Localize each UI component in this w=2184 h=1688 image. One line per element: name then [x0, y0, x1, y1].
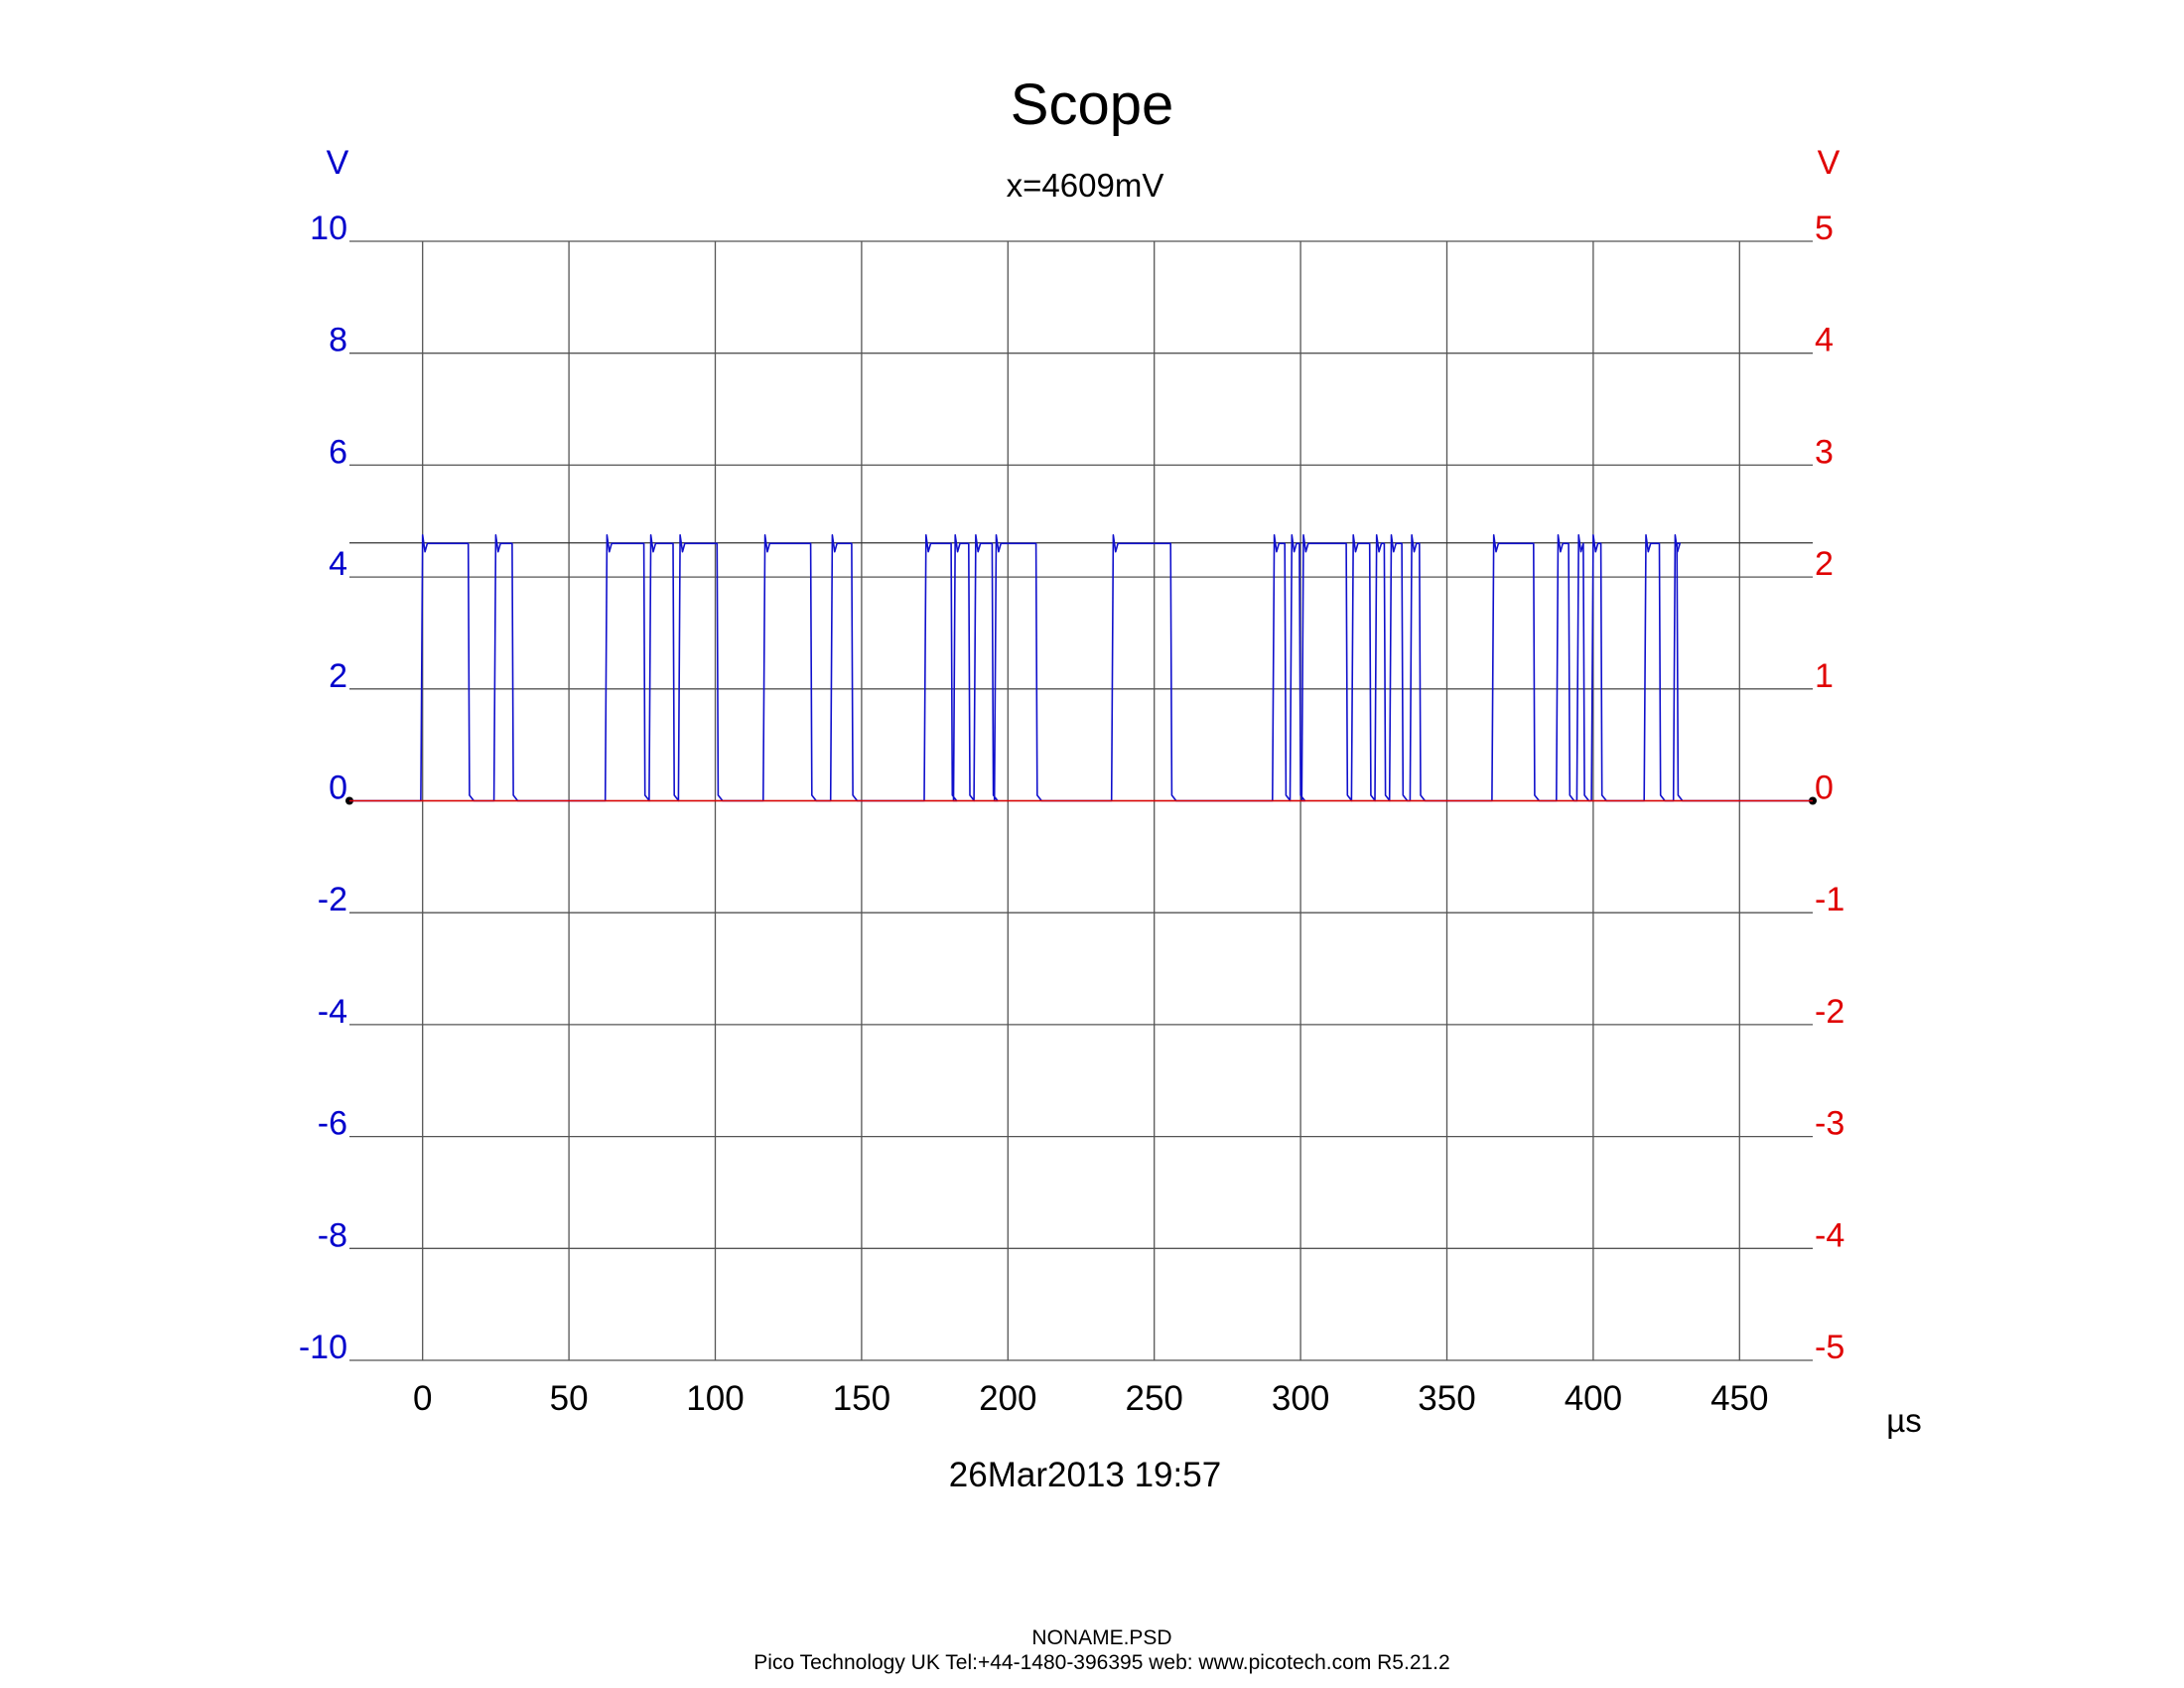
y-left-tick-label: -10: [299, 1329, 347, 1366]
y-right-tick-label: -3: [1815, 1105, 1844, 1143]
y-right-tick-label: 2: [1815, 545, 1834, 583]
x-tick-label: 250: [1125, 1379, 1182, 1418]
y-right-tick-label: 1: [1815, 657, 1834, 695]
axis-labels: 10 58 46 34 22 10 0-2 -1-4 -2-6 -3-8 -4-10 -50 50 100…: [299, 144, 1922, 1439]
y-left-tick-label: 2: [329, 657, 347, 695]
y-left-tick-label: 8: [329, 322, 347, 359]
x-tick-label: 0: [413, 1379, 432, 1418]
y-right-tick-label: 5: [1815, 210, 1834, 247]
footer-filename: NONAME.PSD: [1031, 1626, 1172, 1649]
timestamp: 26Mar2013 19:57: [948, 1456, 1222, 1494]
x-tick-label: 350: [1418, 1379, 1475, 1418]
chart-title: Scope: [1010, 72, 1174, 137]
y-right-tick-label: -4: [1815, 1216, 1844, 1254]
x-tick-label: 300: [1272, 1379, 1329, 1418]
x-tick-label: 200: [979, 1379, 1036, 1418]
x-tick-label: 450: [1710, 1379, 1768, 1418]
footer-info: Pico Technology UK Tel:+44-1480-396395 w…: [753, 1651, 1450, 1674]
x-tick-label: 150: [833, 1379, 890, 1418]
y-right-tick-label: 3: [1815, 433, 1834, 471]
cursor-readout: x=4609mV: [1006, 167, 1164, 204]
x-tick-label: 50: [550, 1379, 589, 1418]
y-left-tick-label: -2: [318, 881, 347, 918]
y-left-tick-label: 0: [329, 770, 347, 807]
channel-a-trace: [349, 533, 1813, 802]
y-right-unit: V: [1818, 144, 1841, 182]
y-right-tick-label: -2: [1815, 993, 1844, 1031]
y-left-tick-label: 6: [329, 433, 347, 471]
x-unit: µs: [1886, 1402, 1922, 1439]
trace-layer: [349, 533, 1813, 802]
y-left-tick-label: -6: [318, 1105, 347, 1143]
cursor-layer: [345, 542, 1817, 805]
y-left-tick-label: 10: [310, 210, 347, 247]
x-tick-label: 100: [686, 1379, 744, 1418]
y-right-tick-label: 0: [1815, 770, 1834, 807]
y-right-tick-label: -5: [1815, 1329, 1844, 1366]
y-left-tick-label: 4: [329, 545, 347, 583]
y-left-tick-label: -4: [318, 993, 347, 1031]
y-left-tick-label: -8: [318, 1216, 347, 1254]
y-right-tick-label: -1: [1815, 881, 1844, 918]
y-left-unit: V: [327, 144, 349, 182]
y-right-tick-label: 4: [1815, 322, 1834, 359]
x-tick-label: 400: [1565, 1379, 1622, 1418]
